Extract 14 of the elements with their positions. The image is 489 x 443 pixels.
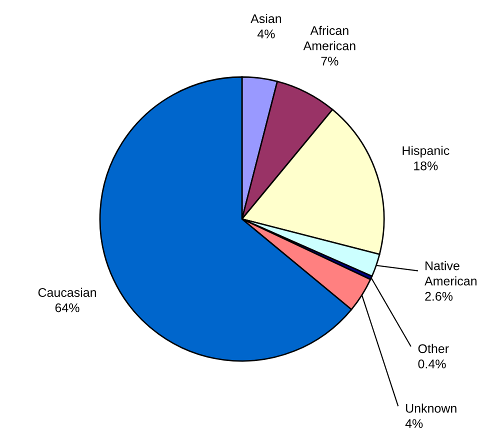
data-label: 18% [414,161,438,170]
data-label: 4% [257,30,275,38]
data-label: 0.4% [418,360,446,368]
slice-label: Other [418,344,449,354]
data-label: 7% [321,56,338,66]
slice-label: Unknown [406,404,456,413]
data-label: 2.6% [425,292,453,301]
slice-label: Asian [250,14,282,24]
slice-label: African American [303,26,356,50]
slice-label: Hispanic [402,146,450,158]
data-label: 64% [55,303,80,312]
data-label: 4% [405,419,423,428]
slice-label: Native American [424,261,476,286]
slice-label: Caucasian [38,288,96,297]
